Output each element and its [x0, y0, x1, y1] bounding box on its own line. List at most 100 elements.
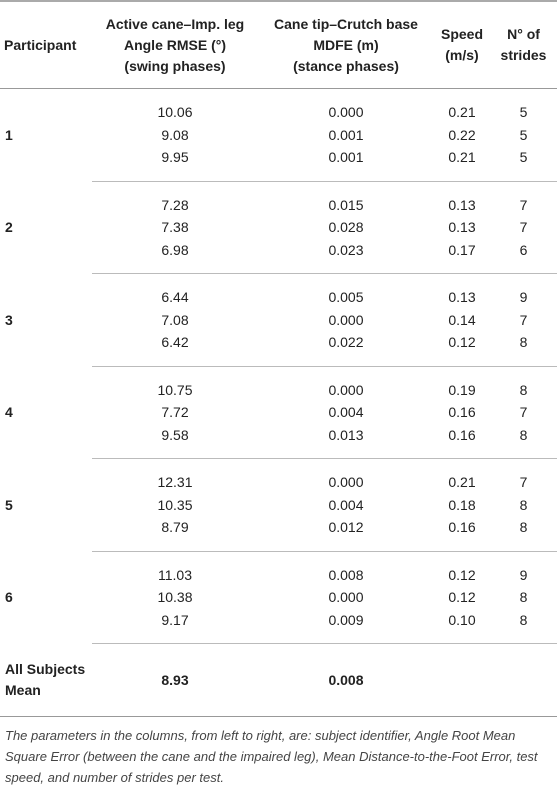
cell: 0.004	[328, 496, 364, 513]
column-header: Active cane–Imp. leg Angle RMSE (°) (swing…	[92, 1, 258, 89]
cell: 0.16	[434, 423, 490, 459]
cell: 8.79	[92, 516, 258, 552]
cell: 8	[490, 331, 557, 367]
cell: 0.005	[328, 289, 364, 306]
header-line: Cane tip–Crutch base	[274, 15, 418, 32]
cell: 0.012	[258, 516, 434, 552]
cell: 12.31	[157, 474, 193, 491]
cell: 9.58	[92, 423, 258, 459]
caption: The parameters in the columns, from left…	[5, 728, 538, 785]
summary-value: 0.008	[258, 643, 434, 717]
cell: 0.21	[434, 146, 490, 182]
cell: 9.17	[92, 608, 258, 644]
header-line: Active cane–Imp. leg	[105, 15, 245, 32]
cell: 5	[519, 104, 528, 121]
cell: 0.023	[258, 238, 434, 274]
participant: 1	[5, 127, 13, 143]
data-table: Participant Active cane–Imp. leg Angle RMS…	[0, 0, 557, 717]
cell: 7.28	[161, 196, 189, 213]
cell: 7	[519, 196, 528, 213]
cell: 0.13	[448, 196, 476, 213]
cell: 6	[490, 238, 557, 274]
cell: 6.42	[92, 331, 258, 367]
cell: 0.12	[448, 589, 476, 606]
empty-cell	[434, 643, 490, 717]
cell: 0.16	[434, 516, 490, 552]
cell: 8	[519, 496, 528, 513]
data-row: 10.38 0.000 0.12 8	[0, 586, 557, 609]
data-row: 5 12.31 0.000 0.21 7	[0, 459, 557, 513]
cell: 6.44	[161, 289, 189, 306]
summary-label-line: Mean	[5, 681, 41, 698]
cell: 7.38	[161, 219, 189, 236]
cell: 0.17	[434, 238, 490, 274]
cell: 0.13	[448, 219, 476, 236]
cell: 8	[490, 608, 557, 644]
cell: 10.06	[157, 104, 193, 121]
cell: 9.08	[161, 126, 189, 143]
data-row: 7.38 0.028 0.13 7	[0, 216, 557, 239]
data-row: 3 6.44 0.005 0.13 9	[0, 274, 557, 328]
cell: 8	[519, 589, 528, 606]
data-row: 6.98 0.023 0.17 6	[0, 238, 557, 274]
cell: 0.009	[258, 608, 434, 644]
cell: 0.18	[448, 496, 476, 513]
cell: 10.38	[157, 589, 193, 606]
header-line: Angle RMSE (°)	[123, 36, 227, 53]
cell: 7	[519, 474, 528, 491]
participant: 2	[5, 219, 13, 236]
participant: 3	[5, 311, 13, 328]
cell: 0.000	[328, 104, 364, 121]
column-header: Speed (m/s)	[434, 1, 490, 89]
cell: 8	[490, 423, 557, 459]
cell: 9.95	[92, 146, 258, 182]
participant: 4	[5, 404, 13, 421]
cell: 0.19	[448, 381, 476, 398]
summary-row: All Subjects Mean 8.93 0.008	[0, 643, 557, 717]
column-header: N° of strides	[490, 1, 557, 89]
cell: 7.72	[161, 404, 189, 421]
header-line: strides	[500, 47, 547, 63]
cell: 0.22	[448, 126, 476, 143]
cell: 5	[519, 126, 528, 143]
data-row: 9.95 0.001 0.21 5	[0, 146, 557, 182]
cell: 9	[519, 566, 528, 583]
column-header: Participant	[0, 1, 92, 89]
cell: 0.12	[448, 566, 476, 583]
summary-label: All Subjects Mean	[0, 643, 92, 717]
cell: 6.98	[92, 238, 258, 274]
cell: 0.001	[328, 126, 364, 143]
header-line: Speed	[440, 26, 483, 42]
data-row: 9.17 0.009 0.10 8	[0, 608, 557, 644]
cell: 9	[519, 289, 528, 306]
summary-label-line: All Subjects	[5, 660, 86, 677]
data-row: 6.42 0.022 0.12 8	[0, 331, 557, 367]
data-row: 7.72 0.004 0.16 7	[0, 401, 557, 424]
header-line: N° of	[507, 26, 540, 42]
empty-cell	[490, 643, 557, 717]
cell: 0.21	[448, 104, 476, 121]
summary-value: 8.93	[92, 643, 258, 717]
header-line: (m/s)	[445, 47, 479, 63]
cell: 0.013	[258, 423, 434, 459]
cell: 8	[490, 516, 557, 552]
cell: 0.12	[434, 331, 490, 367]
cell: 0.022	[258, 331, 434, 367]
data-row: 10.35 0.004 0.18 8	[0, 494, 557, 517]
participant: 5	[5, 496, 13, 513]
cell: 0.028	[328, 219, 364, 236]
table-body: 1 10.06 0.000 0.21 5 9.08 0.001 0.22 5 9.95 0.001 0…	[0, 89, 557, 717]
cell: 10.35	[157, 496, 193, 513]
cell: 10.75	[157, 381, 193, 398]
column-header: Cane tip–Crutch base MDFE (m) (stance phas…	[258, 1, 434, 89]
cell: 0.015	[328, 196, 364, 213]
header-line: Participant	[4, 36, 77, 53]
cell: 0.000	[328, 381, 364, 398]
data-row: 4 10.75 0.000 0.19 8	[0, 366, 557, 421]
cell: 11.03	[158, 566, 192, 583]
cell: 0.10	[434, 608, 490, 644]
cell: 7.08	[161, 311, 189, 328]
data-row: 7.08 0.000 0.14 7	[0, 309, 557, 332]
header-line: MDFE (m)	[313, 36, 379, 53]
